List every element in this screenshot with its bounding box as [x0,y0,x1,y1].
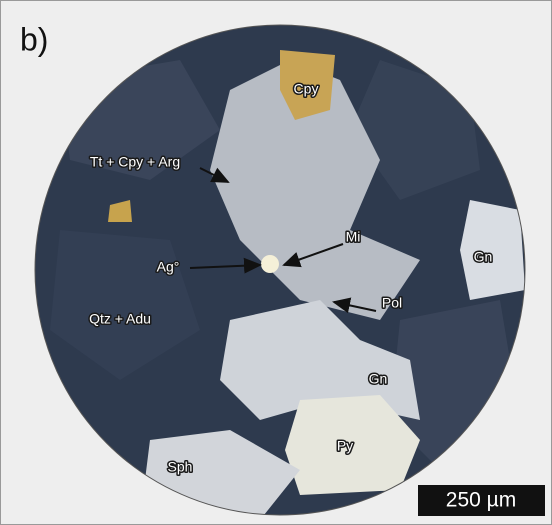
mineral-label: Ag° [157,259,180,275]
mineral-label: Tt + Cpy + Arg [90,154,180,170]
micrograph-figure: b) Cpy Tt + Cpy + Arg Mi Ag° Gn Qtz + Ad… [0,0,552,525]
scale-bar-label: 250 µm [446,489,516,512]
mineral-label: Cpy [294,81,319,97]
panel-label: b) [20,21,48,57]
mineral-label: Qtz + Adu [89,311,151,327]
mineral-label: Sph [168,459,193,475]
mineral-label: Gn [369,371,388,387]
mineral-label: Py [337,438,353,454]
mineral-label: Pol [382,295,402,311]
mineral-label: Mi [346,229,361,245]
mineral-label: Gn [474,249,493,265]
